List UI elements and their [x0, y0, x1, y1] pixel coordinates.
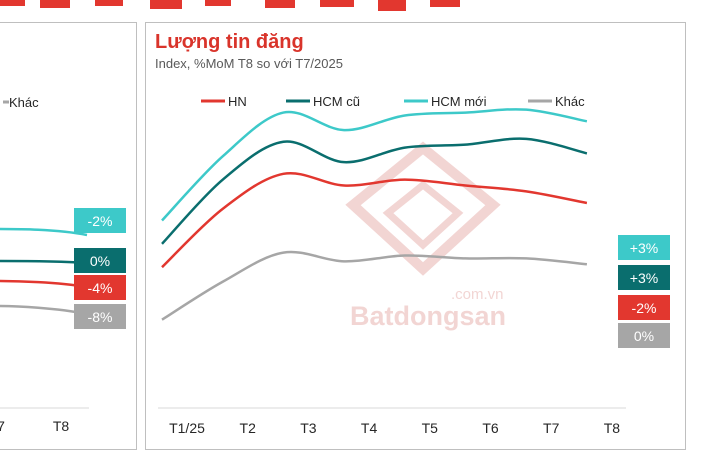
chart-subtitle: Index, %MoM T8 so với T7/2025: [155, 56, 343, 71]
series-layer: [161, 108, 588, 321]
end-badges: +3% +3% -2% 0%: [618, 235, 670, 348]
watermark: .com.vn Batdongsan: [345, 141, 506, 331]
header-stroke-9: [430, 0, 460, 7]
x-tick-labels: T1/25 T2 T3 T4 T5 T6 T7 T8: [169, 420, 620, 436]
header-stroke-6: [265, 0, 295, 8]
watermark-logo-inner: [382, 180, 464, 250]
watermark-domain: .com.vn: [451, 286, 504, 303]
header-banner-shapes: [0, 0, 460, 11]
x-tick-label-6: T7: [543, 420, 560, 436]
watermark-text: Batdongsan: [350, 301, 506, 331]
left-line-hcm-cu: [0, 259, 88, 265]
left-tick-label-2: T8: [53, 418, 70, 434]
chart-panel: Lượng tin đăng Index, %MoM T8 so với T7/…: [145, 22, 686, 450]
chart-legend: HN HCM cũ HCM mới Khác: [201, 94, 585, 109]
left-tick-label-1: 7: [0, 418, 5, 434]
header-stroke-1: [0, 0, 25, 6]
left-badge-4-text: -8%: [88, 309, 113, 325]
end-badge-text-1: +3%: [630, 270, 658, 286]
chart-svg: .com.vn Batdongsan HN HCM cũ HCM mới Khác +…: [158, 94, 670, 436]
legend-label-2: HCM mới: [431, 94, 487, 109]
left-badge-3: -4%: [74, 275, 126, 300]
x-tick-label-1: T2: [240, 420, 257, 436]
end-badge-3: [618, 323, 670, 348]
left-badge-1-text: -2%: [88, 213, 113, 229]
x-tick-label-3: T4: [361, 420, 378, 436]
left-chart-panel: Khác -2% 0% -4% -8% 7 T8: [0, 22, 137, 450]
x-tick-label-5: T6: [482, 420, 499, 436]
left-badge-3-text: -4%: [88, 280, 113, 296]
left-line-hcm-moi: [0, 227, 88, 237]
left-badge-2: 0%: [74, 248, 126, 273]
legend-label-0: HN: [228, 94, 247, 109]
left-badge-4: -8%: [74, 304, 126, 329]
end-badge-text-2: +3%: [630, 240, 658, 256]
left-badge-2-bg: [74, 248, 126, 273]
header-stroke-5: [205, 0, 231, 6]
left-badge-1-bg: [74, 208, 126, 233]
x-tick-label-2: T3: [300, 420, 317, 436]
header-stroke-3: [95, 0, 123, 6]
x-tick-label-0: T1/25: [169, 420, 205, 436]
header-banner: [0, 0, 705, 16]
end-badge-text-3: 0%: [634, 328, 654, 344]
watermark-logo-outer: [345, 141, 501, 276]
header-stroke-4: [150, 0, 182, 9]
left-badge-3-bg: [74, 275, 126, 300]
left-chart-svg: Khác -2% 0% -4% -8% 7 T8: [0, 95, 126, 434]
left-badge-1: -2%: [74, 208, 126, 233]
left-line-hn: [0, 279, 88, 289]
end-badge-1: [618, 265, 670, 290]
header-stroke-7: [320, 0, 354, 7]
x-tick-label-7: T8: [604, 420, 621, 436]
series-line-kh-c: [161, 250, 588, 321]
left-badge-2-text: 0%: [90, 253, 110, 269]
series-line-hcm-m-i: [161, 108, 588, 222]
end-badge-2: [618, 235, 670, 260]
chart-title: Lượng tin đăng: [155, 31, 304, 53]
series-line-hcm-c: [161, 137, 588, 245]
left-legend-label-khac: Khác: [9, 95, 39, 110]
x-tick-label-4: T5: [422, 420, 439, 436]
header-stroke-8: [378, 0, 406, 11]
end-badge-text-0: -2%: [632, 300, 657, 316]
left-badge-4-bg: [74, 304, 126, 329]
legend-label-3: Khác: [555, 94, 585, 109]
left-line-khac: [0, 304, 88, 316]
legend-label-1: HCM cũ: [313, 94, 360, 109]
end-badge-0: [618, 295, 670, 320]
series-line-hn: [161, 171, 588, 269]
header-stroke-2: [40, 0, 70, 8]
